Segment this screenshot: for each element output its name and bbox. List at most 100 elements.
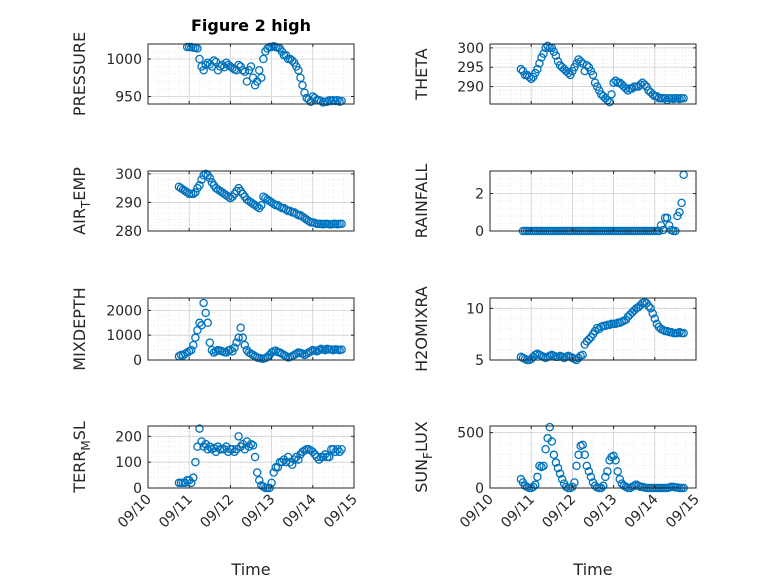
data-point [242,77,252,86]
y-tick-label: 2 [475,187,484,203]
data-point [337,345,346,354]
data-point [257,73,266,83]
data-point [322,97,332,107]
data-point [195,424,204,433]
y-tick-label: 500 [457,426,484,442]
data-point [679,93,688,103]
data-point [189,473,198,482]
data-point [236,323,245,333]
axes-frame [489,425,697,489]
data-point [246,62,256,71]
data-point [658,225,668,235]
data-point [189,340,198,350]
y-axis-label: SUNFLUX [412,421,435,493]
data-point [611,76,620,86]
data-point [189,189,198,199]
data-point [240,340,250,350]
data-point [257,201,266,210]
y-axis-label: TERRMSL [70,421,93,494]
data-point [238,66,248,75]
data-point [294,455,303,464]
data-point [648,90,657,99]
data-point [570,478,579,487]
y-axis-label: MIXDEPTH [70,287,89,370]
data-point [298,81,307,90]
series-markers [516,41,688,107]
data-point [203,318,212,328]
data-point [240,67,250,77]
data-point [259,54,268,64]
data-point [234,60,243,70]
y-tick-label: 295 [457,60,484,76]
data-point [335,447,344,457]
data-point [325,452,334,462]
subplot-5: 0 1000 2000 MIXDEPTH [70,287,355,371]
data-point [572,461,581,471]
data-point [201,60,210,70]
data-point [250,452,260,462]
data-point [199,298,208,308]
data-point [580,450,590,460]
data-point [191,457,200,467]
axes-frame [147,43,355,105]
data-point [234,432,243,441]
data-point [582,61,592,70]
data-point [244,442,254,451]
y-axis-label: RAINFALL [412,164,431,239]
data-point [535,59,544,68]
data-point [248,441,258,450]
y-tick-label: 2000 [106,303,142,319]
data-point [662,213,672,223]
data-point [207,345,217,355]
data-point [252,202,262,211]
data-point [656,221,666,230]
y-tick-label: 200 [115,429,142,445]
data-point [205,173,215,183]
data-point [191,333,200,342]
data-point [254,66,264,75]
y-axis-label: AIRTEMP [70,167,93,235]
data-point [197,175,206,184]
data-point [557,474,567,484]
data-point [660,93,670,103]
data-point [553,463,563,473]
data-point [584,335,594,344]
data-point [296,73,305,83]
minor-grid [147,43,355,105]
y-tick-label: 0 [475,481,484,497]
data-point [254,475,264,485]
data-point [259,482,268,491]
data-point [549,450,559,460]
data-point [611,456,620,465]
subplot-4: 0 2 RAINFALL [412,164,697,240]
data-point [607,90,616,99]
series-markers [174,169,346,229]
y-axis-label: PRESSURE [70,32,89,116]
data-point [333,444,342,454]
data-point [650,314,660,323]
data-point [551,51,561,60]
data-point [273,463,283,472]
data-point [199,66,208,75]
data-point [551,458,561,467]
data-point [228,444,237,454]
data-point [640,80,649,89]
data-point [516,64,526,74]
data-point [644,302,653,311]
data-point [599,481,608,491]
data-point [205,442,215,451]
y-tick-label: 1000 [106,328,142,344]
y-axis-label: H2OMIXRA [412,286,431,372]
data-point [547,437,557,446]
data-point [226,345,235,354]
data-point [209,56,219,65]
data-point [564,68,573,78]
data-point [543,41,552,51]
data-point [603,467,612,476]
data-point [545,422,554,432]
data-point [648,309,657,318]
y-tick-label: 0 [475,224,484,240]
series-markers [174,424,346,493]
data-point [677,198,686,208]
